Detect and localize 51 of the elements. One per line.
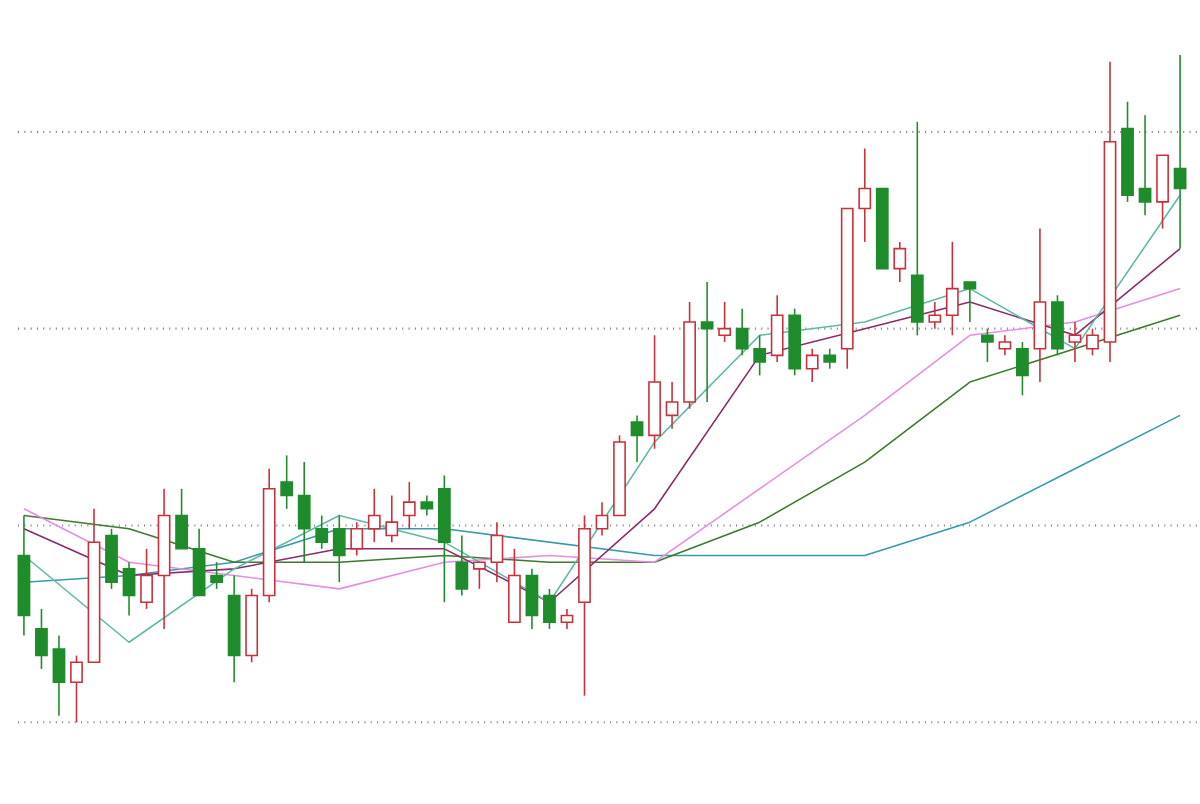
- candlestick: [665, 381, 679, 430]
- candlestick: [595, 501, 609, 537]
- candlestick: [823, 348, 837, 370]
- candlestick: [297, 461, 311, 564]
- candlestick: [893, 241, 907, 284]
- candlestick: [455, 535, 469, 597]
- candlestick: [140, 548, 153, 611]
- candlestick: [52, 635, 66, 717]
- candlestick: [402, 481, 416, 530]
- candlestick: [175, 488, 188, 550]
- candlestick: [490, 521, 504, 584]
- candlestick: [998, 334, 1012, 357]
- candlestick: [122, 561, 136, 617]
- candlestick: [210, 561, 224, 590]
- candlestick: [735, 308, 749, 357]
- candlestick: [385, 495, 399, 544]
- candlestick: [963, 281, 977, 324]
- candlestick: [1173, 54, 1187, 250]
- candlestick: [1156, 154, 1169, 230]
- candlestick: [1138, 114, 1152, 217]
- candlestick: [472, 561, 486, 590]
- candlestick: [315, 515, 329, 550]
- candlestick: [105, 528, 118, 590]
- candlestick: [700, 281, 714, 404]
- candlestick: [508, 548, 521, 624]
- candlestick: [1016, 341, 1029, 397]
- candlestick: [858, 148, 872, 244]
- candlestick: [192, 528, 206, 597]
- candlestick: [560, 608, 574, 631]
- candlestick: [367, 488, 381, 544]
- candlestick: [525, 568, 539, 631]
- candlestick: [805, 348, 819, 384]
- candlestick: [928, 301, 942, 330]
- candlestick: [1086, 328, 1099, 357]
- candlestick: [980, 328, 994, 364]
- candlestick: [1033, 228, 1047, 384]
- candlestick: [718, 301, 732, 344]
- candlestick: [1051, 294, 1064, 357]
- candlestick: [630, 414, 644, 464]
- candlestick: [543, 588, 556, 631]
- candlestick: [1068, 321, 1082, 364]
- candlestick: [280, 454, 294, 510]
- candlestick: [753, 334, 767, 377]
- candlestick: [35, 608, 48, 671]
- candlestick: [945, 241, 959, 337]
- candlestick: [350, 521, 364, 557]
- candlestick: [332, 515, 346, 584]
- candlestick: [420, 495, 434, 517]
- candlestick: [770, 294, 784, 364]
- candlestick: [910, 121, 924, 337]
- candlestick: [70, 655, 83, 724]
